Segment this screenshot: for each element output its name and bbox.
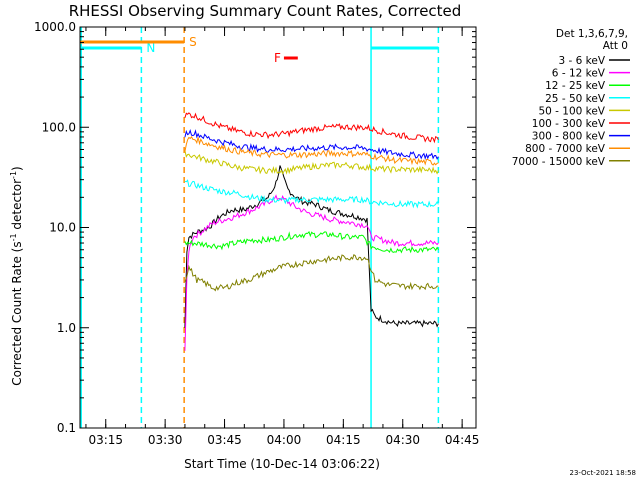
series-line: [184, 165, 439, 328]
legend-entry-label: 7000 - 15000 keV: [512, 156, 606, 168]
series-line: [184, 136, 439, 166]
y-ticks: 0.1 1.0 10.0 100.0 1000.0: [34, 20, 476, 435]
legend-entry-label: 12 - 25 keV: [545, 80, 606, 92]
legend-header: Att 0: [603, 40, 628, 52]
legend-entry-label: 25 - 50 keV: [545, 93, 606, 105]
flag-bars: N S F: [80, 35, 439, 65]
footer-timestamp: 23-Oct-2021 18:58: [570, 469, 636, 477]
plot-border: [79, 26, 477, 429]
chart-title: RHESSI Observing Summary Count Rates, Co…: [69, 2, 462, 20]
x-tick-label: 03:45: [207, 433, 242, 447]
series-lines: [184, 112, 439, 351]
flag-label: N: [146, 41, 155, 55]
y-tick-label: 1000.0: [34, 20, 76, 34]
x-tick-label: 04:15: [326, 433, 361, 447]
legend-header: Det 1,3,6,7,9,: [556, 28, 628, 40]
series-line: [184, 179, 439, 209]
legend-entry-label: 50 - 100 keV: [538, 105, 605, 117]
series-line: [184, 128, 439, 160]
y-tick-label: 0.1: [57, 421, 76, 435]
legend-entry-label: 800 - 7000 keV: [525, 143, 606, 155]
plot-frame: [79, 26, 477, 429]
flag-label: S: [189, 35, 197, 49]
series-line: [184, 194, 439, 351]
x-axis-label: Start Time (10-Dec-14 03:06:22): [184, 457, 380, 471]
x-ticks: 03:15 03:30 03:45 04:00 04:15 04:30 04:45: [85, 27, 480, 447]
flag-label: F: [274, 51, 281, 65]
y-axis-label: Corrected Count Rate (s-1 detector-1): [9, 166, 24, 385]
series-line: [184, 230, 439, 254]
y-tick-label: 1.0: [57, 321, 76, 335]
vertical-markers: [80, 27, 440, 428]
x-tick-label: 04:30: [385, 433, 420, 447]
legend-entry-label: 300 - 800 keV: [532, 131, 606, 143]
x-tick-label: 04:45: [445, 433, 480, 447]
legend-entry-label: 3 - 6 keV: [558, 55, 605, 67]
series-line: [184, 112, 439, 144]
legend-entry-label: 6 - 12 keV: [552, 68, 606, 80]
x-tick-label: 04:00: [267, 433, 302, 447]
y-tick-label: 100.0: [42, 120, 76, 134]
legend-entry-label: 100 - 300 keV: [532, 118, 606, 130]
y-tick-label: 10.0: [49, 221, 76, 235]
x-tick-label: 03:30: [148, 433, 183, 447]
x-tick-label: 03:15: [88, 433, 123, 447]
series-line: [184, 150, 439, 175]
series-line: [184, 254, 439, 292]
